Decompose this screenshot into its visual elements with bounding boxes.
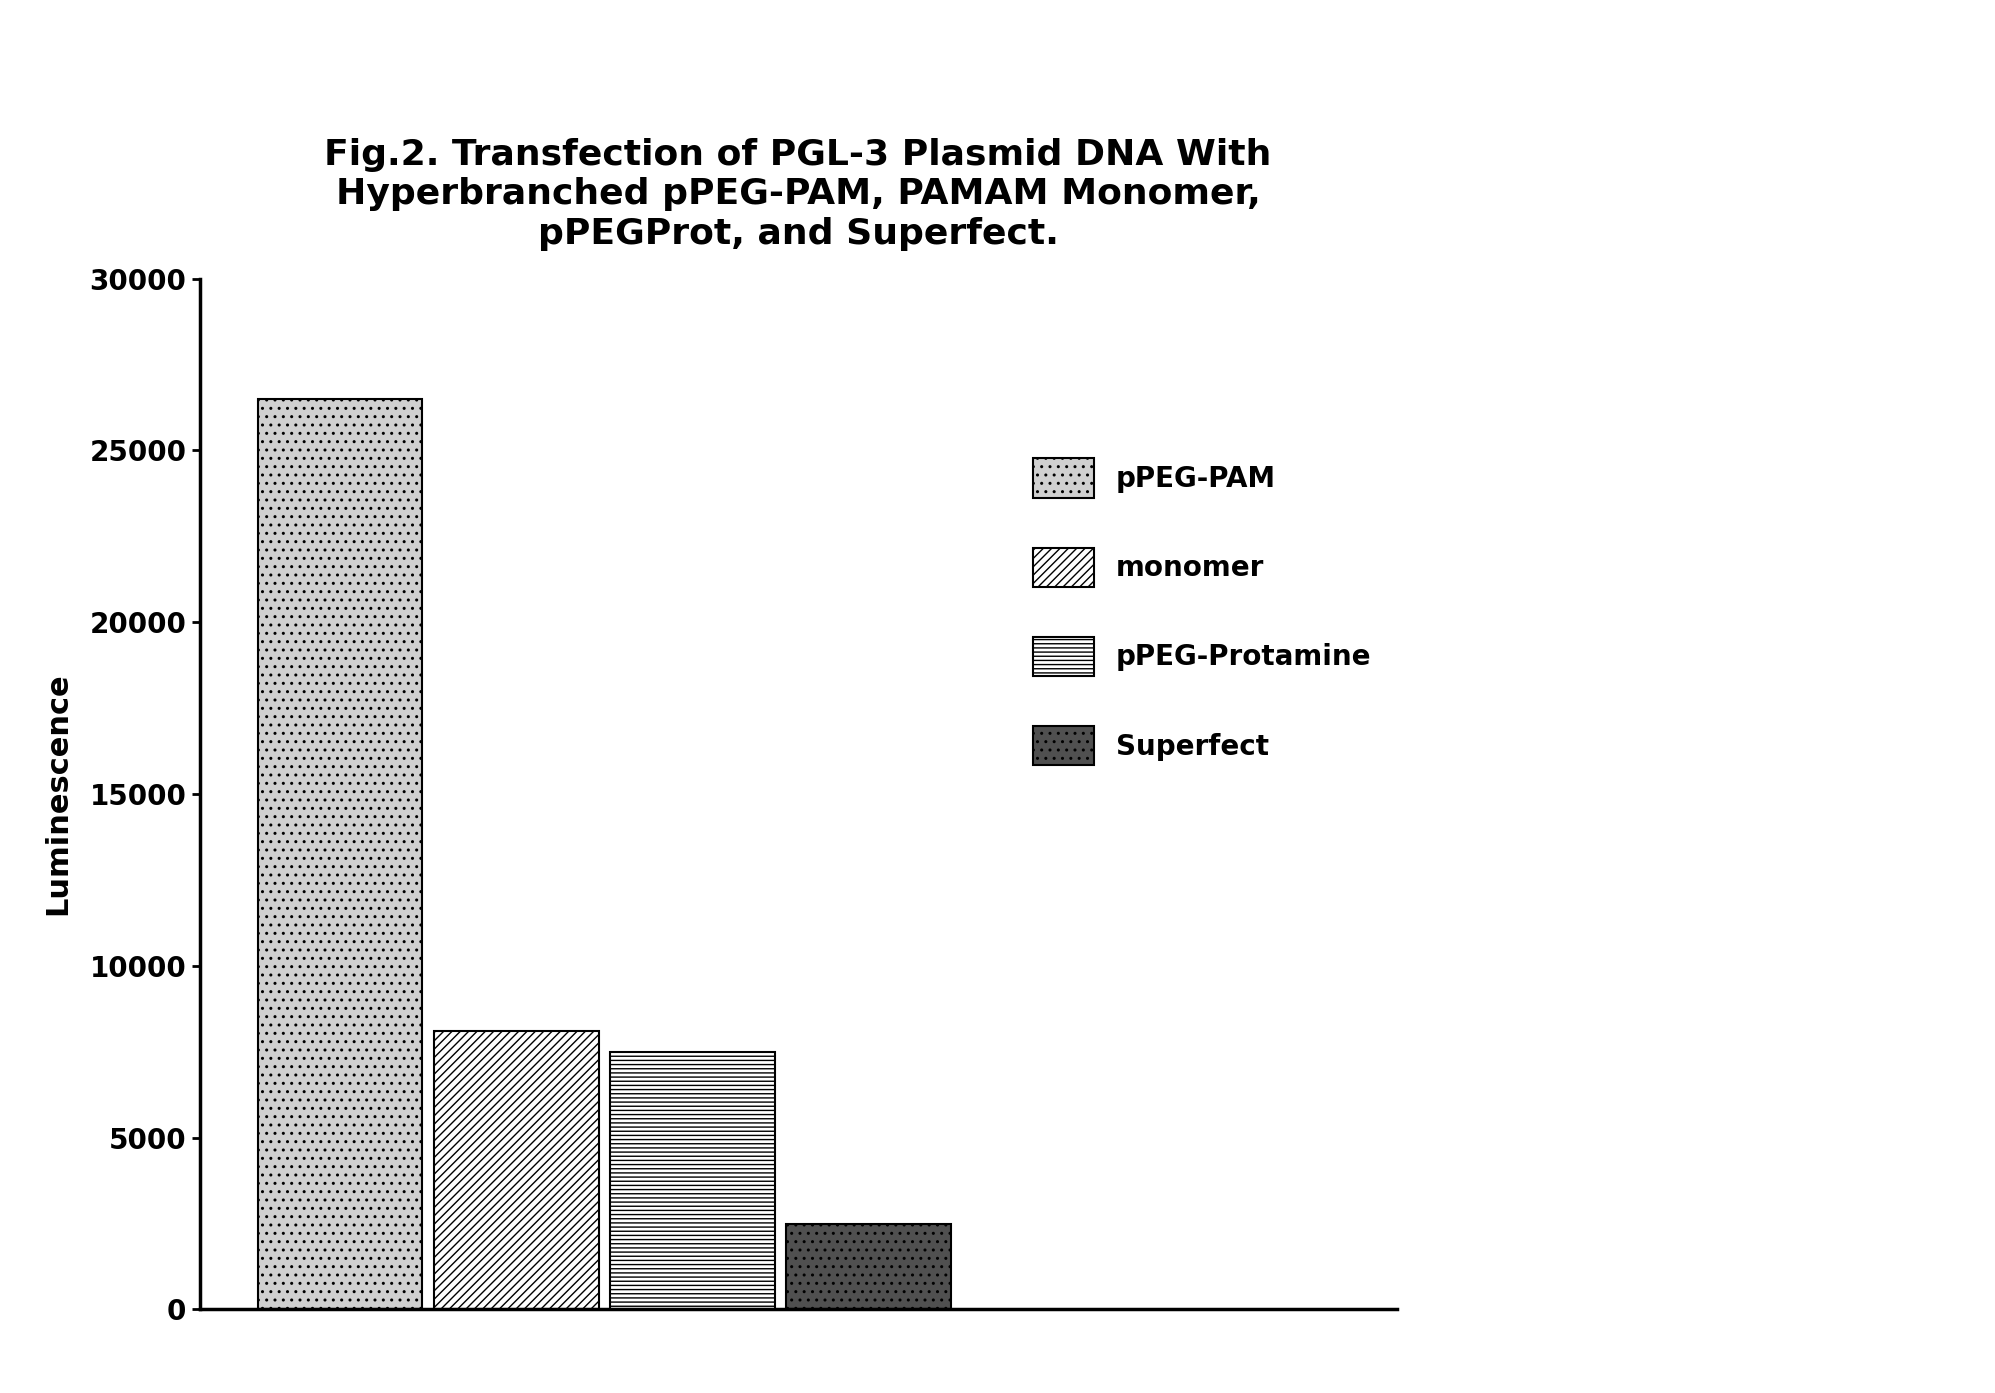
Y-axis label: Luminescence: Luminescence — [44, 673, 72, 915]
Bar — [610, 1052, 774, 1309]
Bar — [257, 398, 423, 1309]
Legend: pPEG-PAM, monomer, pPEG-Protamine, Superfect: pPEG-PAM, monomer, pPEG-Protamine, Super… — [1021, 447, 1383, 776]
Bar — [435, 1031, 598, 1309]
Bar — [786, 1223, 950, 1309]
Title: Fig.2. Transfection of PGL-3 Plasmid DNA With
Hyperbranched pPEG-PAM, PAMAM Mono: Fig.2. Transfection of PGL-3 Plasmid DNA… — [325, 138, 1271, 251]
